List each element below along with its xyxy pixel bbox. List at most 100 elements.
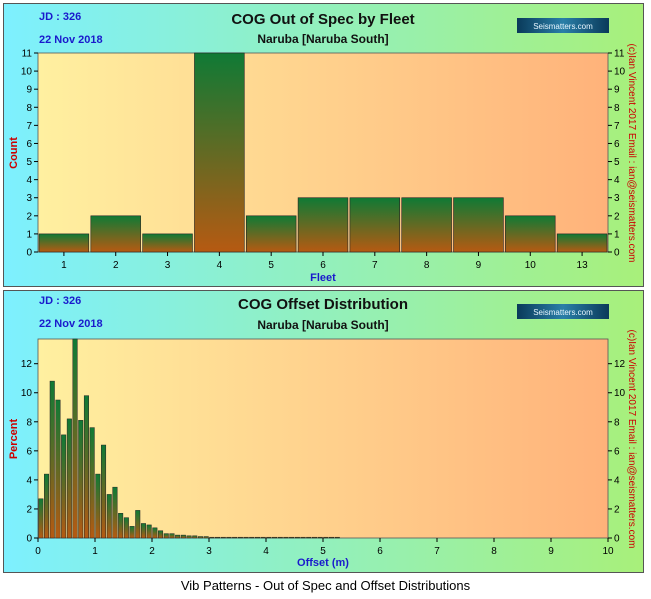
y-tick-label: 10: [21, 388, 33, 399]
bar: [192, 535, 198, 539]
y-tick-label: 8: [26, 417, 32, 428]
chart-title: COG Out of Spec by Fleet: [231, 11, 414, 28]
bar: [349, 197, 401, 253]
y-tick-label-right: 0: [614, 534, 620, 545]
bar: [66, 418, 72, 539]
bar: [197, 536, 203, 539]
bar: [44, 473, 50, 539]
chart-subtitle: Naruba [Naruba South]: [257, 32, 388, 46]
bar: [237, 536, 243, 539]
bar: [323, 536, 329, 539]
y-tick-label: 5: [26, 157, 32, 168]
logo-text: Seismatters.com: [533, 22, 593, 31]
x-tick-label: 9: [476, 260, 482, 271]
bar: [95, 473, 101, 539]
x-tick-label: 7: [434, 546, 440, 557]
bar: [243, 536, 249, 539]
x-tick-label: 2: [149, 546, 155, 557]
y-tick-label: 11: [22, 49, 33, 60]
bar: [505, 215, 556, 253]
y-tick-label: 2: [26, 211, 32, 222]
bar: [180, 534, 186, 539]
y-tick-label-right: 4: [614, 475, 620, 486]
y-tick-label-right: 7: [614, 121, 620, 132]
bar: [294, 536, 300, 539]
bar: [78, 420, 84, 539]
copyright-label: (c)Ian Vincent 2017 Email : ian@seismatt…: [626, 330, 637, 549]
bar: [203, 536, 209, 539]
bar: [300, 536, 306, 539]
bar: [283, 536, 289, 539]
y-axis-label: Percent: [8, 418, 20, 459]
bar: [249, 536, 255, 539]
bar: [226, 536, 232, 539]
jd-label: JD : 326: [39, 11, 81, 23]
y-tick-label-right: 10: [614, 67, 626, 78]
bar: [38, 233, 90, 253]
y-tick-label-right: 10: [614, 388, 626, 399]
x-tick-label: 4: [263, 546, 269, 557]
bar: [106, 494, 112, 539]
bar: [260, 536, 266, 539]
x-tick-label: 4: [217, 260, 223, 271]
bar: [152, 527, 158, 539]
x-tick-label: 6: [377, 546, 383, 557]
x-tick-label: 5: [320, 546, 326, 557]
fleet-chart-panel: 1 2 3 4 5 6 7 8 9 10 13 0 0 1 1 2 2 3 3 4 4 5 5 6 6 7 7 8 8 9 9 10 10 11 1…: [3, 3, 644, 287]
x-tick-label: 8: [424, 260, 430, 271]
bar: [72, 338, 78, 539]
x-tick-label: 3: [206, 546, 212, 557]
y-tick-label-right: 0: [614, 248, 620, 259]
bar: [254, 536, 260, 539]
bar: [89, 427, 95, 539]
bar: [272, 536, 278, 539]
y-tick-label-right: 8: [614, 103, 620, 114]
bar: [55, 399, 61, 539]
y-tick-label: 4: [26, 475, 32, 486]
chart-title: COG Offset Distribution: [238, 296, 408, 313]
x-axis-label: Offset (m): [297, 557, 349, 569]
bar: [277, 536, 283, 539]
bar: [453, 197, 504, 253]
logo-text: Seismatters.com: [533, 308, 593, 317]
bar: [297, 197, 349, 253]
bar: [38, 498, 44, 539]
bar: [194, 52, 245, 253]
date-label: 22 Nov 2018: [39, 318, 103, 330]
bar: [83, 395, 89, 539]
bar: [186, 535, 192, 539]
y-tick-label-right: 12: [614, 359, 626, 370]
bar: [556, 233, 608, 253]
x-tick-label: 7: [372, 260, 378, 271]
bar: [146, 524, 152, 539]
y-tick-label: 4: [26, 175, 32, 186]
y-tick-label-right: 8: [614, 417, 620, 428]
y-tick-label-right: 4: [614, 175, 620, 186]
bar: [401, 197, 452, 253]
y-tick-label: 0: [26, 248, 32, 259]
bar: [220, 536, 226, 539]
x-tick-label: 1: [61, 260, 67, 271]
y-tick-label-right: 11: [614, 49, 625, 60]
jd-label: JD : 326: [39, 295, 81, 307]
bar: [90, 215, 141, 253]
bar: [140, 523, 146, 539]
date-label: 22 Nov 2018: [39, 34, 103, 46]
x-tick-label: 2: [113, 260, 119, 271]
y-tick-label-right: 9: [614, 85, 620, 96]
y-tick-label: 2: [26, 504, 32, 515]
x-tick-label: 5: [268, 260, 274, 271]
bar: [61, 434, 67, 539]
bar: [123, 517, 129, 539]
x-axis-label: Fleet: [310, 272, 336, 284]
bar: [209, 536, 215, 539]
y-tick-label-right: 5: [614, 157, 620, 168]
y-tick-label: 9: [26, 85, 32, 96]
x-tick-label: 0: [35, 546, 41, 557]
bar: [158, 530, 164, 539]
bar: [334, 536, 340, 539]
bar: [266, 536, 272, 539]
y-tick-label-right: 6: [614, 446, 620, 457]
y-tick-label: 1: [26, 229, 32, 240]
